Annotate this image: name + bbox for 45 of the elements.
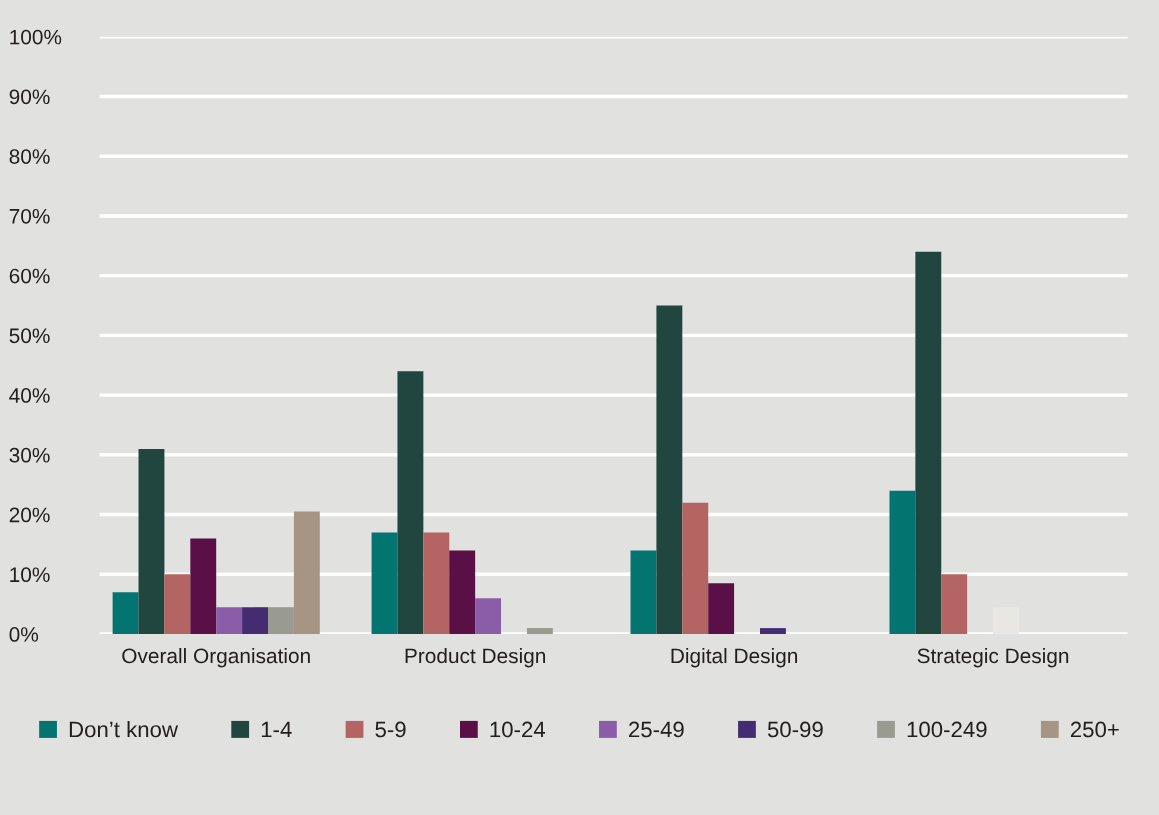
x-tick-label: Product Design — [405, 647, 546, 668]
y-tick-label: 80% — [9, 149, 50, 164]
bar — [708, 583, 735, 635]
y-tick-label: 70% — [9, 208, 50, 224]
bar — [941, 574, 968, 635]
x-tick-label: Strategic Design — [917, 647, 1069, 668]
bar — [164, 574, 191, 635]
y-tick-label: 90% — [9, 89, 50, 105]
bar — [371, 532, 398, 635]
bar — [293, 511, 320, 635]
bar — [526, 628, 553, 635]
legend-label: 250+ — [1070, 721, 1119, 738]
legend-label: 1-4 — [261, 721, 292, 738]
legend-label: 10-24 — [490, 721, 546, 738]
bar — [760, 628, 786, 635]
y-tick-label: 50% — [9, 328, 50, 344]
bar — [138, 448, 165, 635]
legend-label: 5-9 — [375, 721, 406, 738]
bar — [216, 607, 243, 635]
legend-label: 50-99 — [767, 721, 823, 738]
bar — [190, 538, 217, 635]
bar — [423, 532, 450, 635]
legend-label: 100-249 — [907, 721, 987, 738]
y-tick-label: 0% — [9, 627, 39, 642]
bar — [889, 490, 916, 635]
bar — [449, 550, 476, 635]
bar — [682, 502, 709, 635]
bar — [630, 550, 657, 635]
bar — [267, 607, 294, 635]
legend-label: 25-49 — [629, 721, 684, 738]
y-tick-label: 60% — [9, 268, 50, 284]
y-tick-label: 100% — [10, 29, 62, 45]
bar — [112, 592, 139, 635]
bar — [915, 251, 942, 635]
x-tick-label: Overall Organisation — [122, 647, 310, 668]
y-tick-label: 10% — [10, 567, 50, 583]
legend-label: Don’t know — [69, 721, 179, 738]
bar — [242, 607, 268, 635]
bar — [397, 371, 424, 635]
bar — [656, 305, 683, 635]
y-tick-label: 40% — [9, 388, 50, 403]
y-tick-label: 30% — [9, 447, 50, 463]
bar — [475, 598, 502, 635]
x-tick-label: Digital Design — [671, 647, 798, 668]
y-tick-label: 20% — [9, 507, 50, 523]
